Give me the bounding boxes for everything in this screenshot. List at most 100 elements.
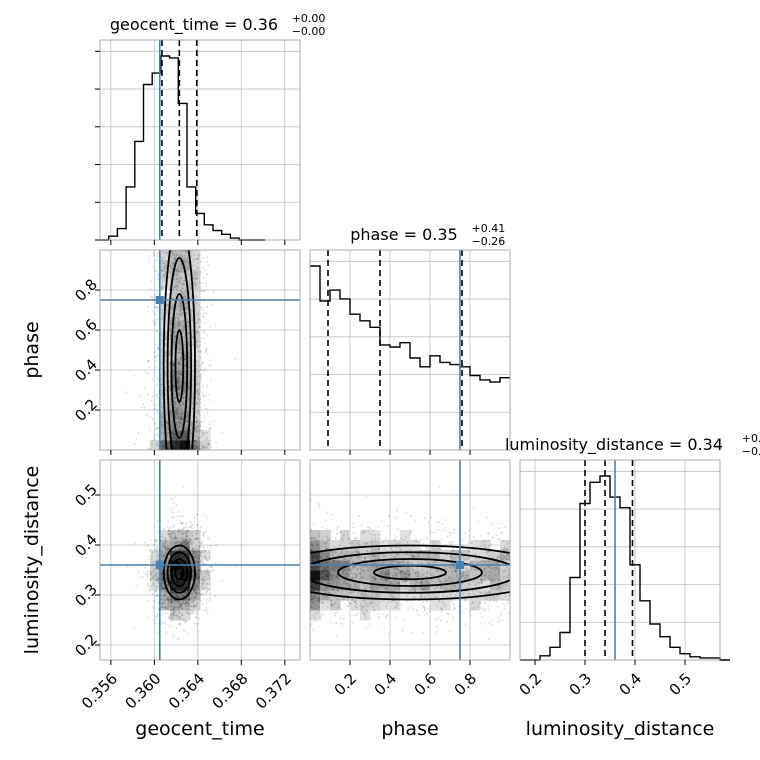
density-cell xyxy=(360,590,371,601)
sample-point xyxy=(179,362,182,365)
sample-point xyxy=(142,576,145,578)
sample-point xyxy=(177,444,180,447)
sample-point xyxy=(400,537,403,540)
sample-point xyxy=(197,553,200,556)
sample-point xyxy=(176,320,179,323)
sample-point xyxy=(179,556,182,559)
sample-point xyxy=(187,609,190,611)
sample-point xyxy=(184,439,187,442)
sample-point xyxy=(394,574,397,577)
sample-point xyxy=(160,578,163,580)
sample-point xyxy=(394,572,397,575)
sample-point xyxy=(166,431,169,434)
sample-point xyxy=(400,570,403,573)
sample-point xyxy=(156,613,159,616)
sample-point xyxy=(171,614,174,617)
sample-point xyxy=(171,432,174,434)
sample-point xyxy=(153,538,156,541)
sample-point xyxy=(434,587,437,590)
sample-point xyxy=(390,589,393,591)
sample-point xyxy=(318,573,321,576)
sample-point xyxy=(172,608,175,611)
sample-point xyxy=(330,603,333,605)
sample-point xyxy=(161,275,163,278)
sample-point xyxy=(172,362,175,365)
sample-point xyxy=(181,561,183,564)
sample-point xyxy=(165,546,167,549)
sample-point xyxy=(505,566,508,569)
sample-point xyxy=(162,424,165,427)
sample-point xyxy=(179,418,182,421)
sample-point xyxy=(197,576,200,579)
sample-point xyxy=(186,579,189,582)
sample-point xyxy=(396,575,399,578)
sample-point xyxy=(178,605,181,607)
sample-point xyxy=(179,618,182,621)
sample-point xyxy=(197,345,199,348)
density-cell xyxy=(360,580,371,591)
sample-point xyxy=(191,407,194,410)
sample-point xyxy=(166,427,169,430)
sample-point xyxy=(189,444,192,447)
sample-point xyxy=(195,538,198,541)
sample-point xyxy=(170,581,173,584)
sample-point xyxy=(157,602,160,605)
sample-point xyxy=(167,294,170,296)
sample-point xyxy=(433,595,436,598)
sample-point xyxy=(178,586,181,589)
sample-point xyxy=(313,589,316,592)
sample-point xyxy=(175,594,178,597)
sample-point xyxy=(180,415,183,418)
sample-point xyxy=(311,600,314,603)
sample-point xyxy=(178,575,181,578)
sample-point xyxy=(198,560,201,563)
sample-point xyxy=(189,438,192,441)
sample-point xyxy=(201,549,204,552)
sample-point xyxy=(176,274,179,276)
sample-point xyxy=(202,257,205,260)
sample-point xyxy=(352,614,355,617)
sample-point xyxy=(334,566,337,568)
sample-point xyxy=(175,581,178,584)
sample-point xyxy=(179,404,182,407)
sample-point xyxy=(185,433,188,436)
sample-point xyxy=(172,375,175,378)
sample-point xyxy=(495,557,498,560)
sample-point xyxy=(154,599,157,602)
sample-point xyxy=(174,295,177,298)
sample-point xyxy=(331,577,334,580)
sample-point xyxy=(180,418,183,421)
sample-point xyxy=(179,623,182,626)
sample-point xyxy=(178,342,181,344)
sample-point xyxy=(178,576,181,579)
density-cell xyxy=(180,380,191,391)
sample-point xyxy=(155,539,158,542)
sample-point xyxy=(178,327,181,330)
sample-point xyxy=(447,570,450,573)
sample-point xyxy=(178,447,181,450)
sample-point xyxy=(185,420,188,423)
sample-point xyxy=(360,555,363,558)
sample-point xyxy=(360,559,363,562)
sample-point xyxy=(200,260,203,263)
sample-point xyxy=(187,590,189,593)
sample-point xyxy=(179,383,182,386)
sample-point xyxy=(169,578,172,581)
sample-point xyxy=(187,565,190,568)
sample-point xyxy=(482,540,485,543)
sample-point xyxy=(319,565,322,568)
sample-point xyxy=(339,531,342,534)
density-cell xyxy=(150,440,161,450)
sample-point xyxy=(171,297,174,299)
sample-point xyxy=(193,444,196,447)
sample-point xyxy=(155,572,158,575)
sample-point xyxy=(197,554,199,557)
sample-point xyxy=(207,442,210,445)
sample-point xyxy=(173,399,175,402)
sample-point xyxy=(192,606,195,609)
sample-point xyxy=(182,295,185,298)
sample-point xyxy=(199,340,202,343)
sample-point xyxy=(197,557,200,560)
sample-point xyxy=(177,589,180,592)
density-cell xyxy=(430,600,441,611)
